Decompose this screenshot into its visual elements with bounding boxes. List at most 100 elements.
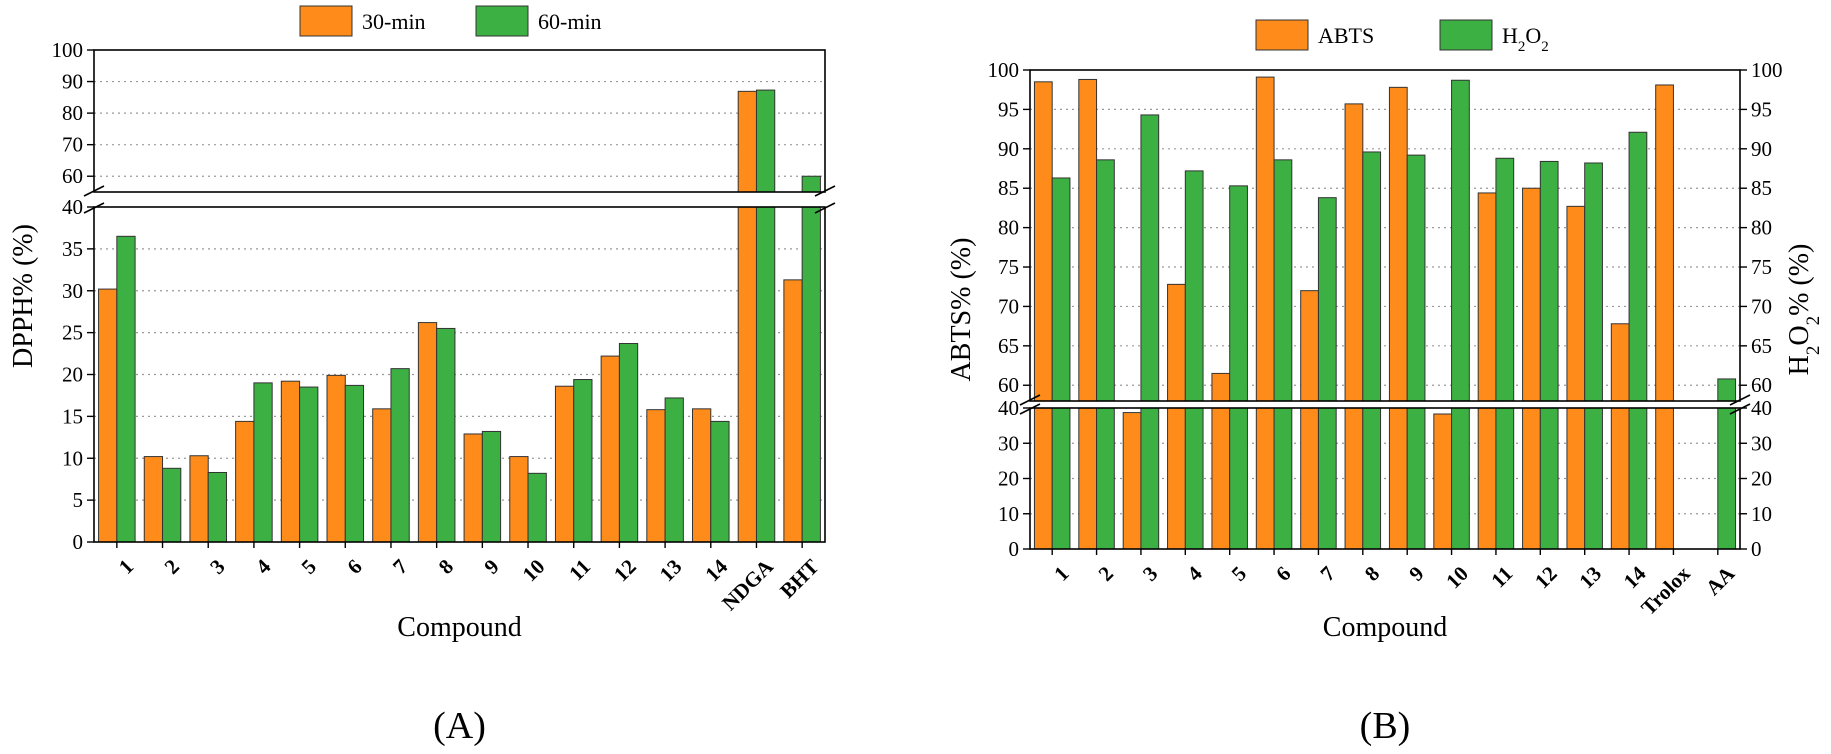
bar xyxy=(1096,159,1115,550)
bar xyxy=(1273,159,1293,550)
legend-label: 60-min xyxy=(538,9,602,34)
y-tick-label: 90 xyxy=(62,70,83,94)
x-tick-label: 3 xyxy=(205,554,229,578)
bar xyxy=(618,343,639,543)
panel-label: (B) xyxy=(1360,705,1411,747)
bar xyxy=(1051,177,1071,550)
bar xyxy=(344,384,365,543)
bar xyxy=(299,386,319,543)
x-tick-label: 14 xyxy=(1619,561,1651,593)
x-tick-label: 4 xyxy=(1182,561,1207,586)
bar xyxy=(1167,283,1186,550)
x-tick-label: 2 xyxy=(1094,561,1118,585)
x-tick-label: 11 xyxy=(1486,561,1517,592)
x-tick-label: 9 xyxy=(479,554,503,578)
x-tick-label: 8 xyxy=(434,554,458,578)
bar xyxy=(1344,103,1364,550)
bar xyxy=(664,397,684,543)
bar xyxy=(207,471,227,543)
bar xyxy=(1317,197,1337,550)
y-tick-label: 10 xyxy=(62,446,83,470)
bar xyxy=(463,433,483,543)
bar xyxy=(1300,290,1319,550)
x-tick-label: Trolox xyxy=(1636,561,1695,620)
x-tick-label: 1 xyxy=(114,554,138,578)
y-tick-label: 70 xyxy=(62,133,83,157)
y-tick-label: 70 xyxy=(998,294,1019,318)
x-tick-label: 6 xyxy=(1271,561,1295,585)
y-tick-label: 90 xyxy=(998,137,1019,161)
axis-break-gap xyxy=(82,192,837,207)
y-tick-label: 20 xyxy=(998,467,1019,491)
x-tick-label: 9 xyxy=(1404,561,1428,585)
bar xyxy=(253,382,273,543)
x-tick-label: 6 xyxy=(342,554,366,578)
x-tick-label: 5 xyxy=(1227,561,1251,585)
y-tick-label: 10 xyxy=(998,502,1019,526)
bar xyxy=(1255,76,1275,550)
y-tick-label: 30 xyxy=(62,279,83,303)
legend-swatch xyxy=(1439,19,1493,51)
bar xyxy=(1406,154,1426,550)
bar xyxy=(1655,84,1674,550)
bar xyxy=(1584,162,1603,550)
bar xyxy=(573,379,593,543)
y-tick-label: 85 xyxy=(1751,176,1772,200)
break-mark xyxy=(1729,403,1751,415)
x-tick-label: 11 xyxy=(564,554,595,585)
bar xyxy=(1122,412,1142,550)
break-mark xyxy=(83,202,105,214)
bar xyxy=(1522,187,1541,550)
y-tick-label: 100 xyxy=(988,58,1020,82)
bar xyxy=(436,327,456,543)
legend-swatch xyxy=(299,5,353,37)
bar xyxy=(783,279,803,543)
y-tick-label: 80 xyxy=(62,101,83,125)
panel-label: (A) xyxy=(433,705,486,747)
bar xyxy=(1140,114,1160,550)
break-mark xyxy=(1019,403,1041,415)
x-tick-label: 8 xyxy=(1360,561,1384,585)
y-tick-label: 15 xyxy=(62,404,83,428)
bar xyxy=(326,374,346,543)
bar xyxy=(189,455,209,543)
bar xyxy=(710,420,730,543)
bar xyxy=(646,409,666,543)
y-tick-label: 80 xyxy=(1751,216,1772,240)
bar xyxy=(554,385,575,543)
bar xyxy=(372,408,392,543)
bar xyxy=(1477,192,1497,550)
bar xyxy=(1433,413,1453,550)
x-tick-label: 3 xyxy=(1138,561,1162,585)
x-tick-label: 13 xyxy=(1574,561,1606,593)
y-tick-label: 95 xyxy=(998,97,1019,121)
x-tick-label: BHT xyxy=(775,554,823,602)
bar xyxy=(280,380,301,543)
legend-label: ABTS xyxy=(1318,23,1374,48)
bar xyxy=(1628,131,1648,550)
x-tick-label: 12 xyxy=(1530,561,1562,593)
legend-swatch xyxy=(475,5,529,37)
x-tick-label: 5 xyxy=(297,554,321,578)
y-tick-label: 100 xyxy=(1751,58,1783,82)
y-tick-label: 70 xyxy=(1751,294,1772,318)
y-tick-label: 75 xyxy=(1751,255,1772,279)
y-tick-label: 25 xyxy=(62,321,83,345)
y-tick-label: 20 xyxy=(62,363,83,387)
bar xyxy=(1211,372,1231,550)
y-tick-label: 60 xyxy=(62,164,83,188)
break-mark xyxy=(814,202,836,214)
bar xyxy=(801,175,821,543)
bar xyxy=(390,368,410,543)
bar xyxy=(162,467,182,543)
break-mark xyxy=(1729,394,1751,406)
y-tick-label: 60 xyxy=(1751,373,1772,397)
y-tick-label: 0 xyxy=(1751,537,1762,561)
x-tick-label: 12 xyxy=(609,554,641,586)
y-tick-label: 95 xyxy=(1751,97,1772,121)
y-tick-label: 85 xyxy=(998,176,1019,200)
bar xyxy=(1362,151,1382,550)
break-mark xyxy=(83,185,105,197)
y-tick-label: 40 xyxy=(1751,396,1772,420)
